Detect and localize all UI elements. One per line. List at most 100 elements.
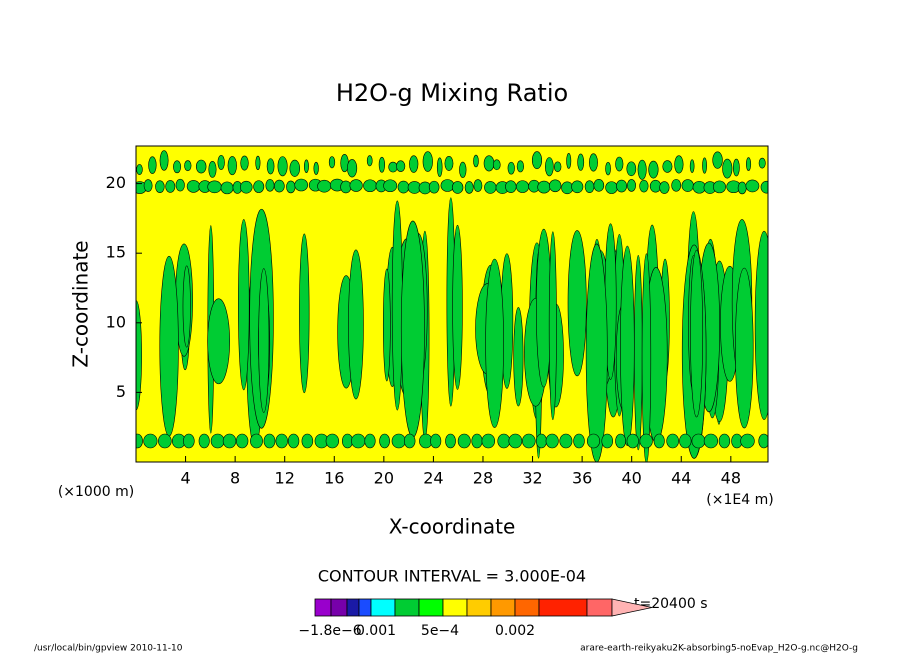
x-tick-label: 24 bbox=[423, 469, 443, 488]
field-blob bbox=[626, 161, 637, 177]
colorbar-box bbox=[538, 598, 588, 617]
field-blob bbox=[758, 157, 766, 169]
field-blob bbox=[303, 159, 309, 174]
field-blob bbox=[235, 433, 249, 449]
colorbar-box bbox=[514, 598, 540, 617]
field-blob bbox=[758, 433, 768, 449]
field-blob bbox=[522, 433, 536, 449]
field-blob bbox=[263, 433, 276, 449]
x-unit-right: (×1E4 m) bbox=[706, 492, 773, 508]
field-blob bbox=[240, 155, 249, 171]
field-blob bbox=[273, 179, 285, 193]
field-blob bbox=[255, 155, 261, 171]
field-blob bbox=[403, 433, 416, 449]
x-axis-label: X-coordinate bbox=[389, 515, 516, 539]
field-blob bbox=[238, 219, 250, 391]
field-blob bbox=[207, 298, 230, 385]
field-blob bbox=[662, 160, 673, 173]
field-blob bbox=[712, 180, 726, 194]
field-blob bbox=[464, 181, 474, 194]
field-blob bbox=[430, 433, 442, 449]
field-blob bbox=[473, 154, 479, 168]
field-blob bbox=[366, 155, 373, 167]
field-blob bbox=[737, 181, 747, 195]
field-blob bbox=[690, 249, 704, 418]
field-blob bbox=[577, 153, 585, 171]
field-blob bbox=[210, 433, 225, 449]
field-blob bbox=[391, 433, 406, 449]
colorbar-box bbox=[370, 598, 396, 617]
field-blob bbox=[740, 433, 755, 449]
field-blob bbox=[294, 178, 309, 192]
field-blob bbox=[379, 433, 390, 449]
field-blob bbox=[444, 156, 454, 171]
field-blob bbox=[440, 179, 455, 192]
field-blob bbox=[340, 180, 352, 194]
field-blob bbox=[492, 159, 501, 171]
field-blob bbox=[559, 433, 573, 449]
field-blob bbox=[615, 433, 627, 449]
field-blob bbox=[220, 181, 234, 195]
field-blob bbox=[573, 433, 585, 449]
field-blob bbox=[275, 433, 288, 449]
field-blob bbox=[754, 230, 768, 420]
field-blob bbox=[183, 433, 195, 449]
colorbar-label: 5e−4 bbox=[421, 623, 459, 639]
field-blob bbox=[712, 151, 723, 169]
field-blob bbox=[516, 160, 525, 173]
field-blob bbox=[593, 179, 605, 192]
field-blob bbox=[722, 158, 733, 179]
field-blob bbox=[289, 159, 301, 177]
field-blob bbox=[227, 156, 237, 176]
colorbar-box bbox=[418, 598, 444, 617]
field-blob bbox=[347, 159, 358, 178]
field-blob bbox=[258, 268, 270, 413]
field-blob bbox=[207, 180, 222, 194]
field-blob bbox=[648, 160, 659, 179]
field-blob bbox=[639, 433, 653, 449]
chart-title: H2O-g Mixing Ratio bbox=[336, 79, 568, 107]
colorbar-label: 0.001 bbox=[356, 623, 396, 639]
field-blob bbox=[158, 433, 172, 449]
field-blob bbox=[781, 156, 788, 172]
contour-field bbox=[136, 146, 788, 462]
field-blob bbox=[457, 433, 471, 449]
field-blob bbox=[250, 433, 263, 449]
field-blob bbox=[382, 268, 391, 382]
x-tick-label: 44 bbox=[671, 469, 691, 488]
field-blob bbox=[186, 180, 201, 193]
field-blob bbox=[637, 159, 647, 180]
field-blob bbox=[317, 179, 332, 193]
field-blob bbox=[143, 179, 153, 192]
field-blob bbox=[364, 433, 376, 449]
y-tick-label: 20 bbox=[106, 173, 126, 192]
field-blob bbox=[549, 179, 562, 193]
field-blob bbox=[351, 433, 366, 449]
colorbar-arrow bbox=[611, 598, 653, 617]
field-blob bbox=[445, 433, 456, 449]
field-blob bbox=[240, 180, 253, 194]
field-blob bbox=[208, 160, 217, 178]
colorbar-box bbox=[586, 598, 613, 617]
field-blob bbox=[745, 157, 752, 171]
field-blob bbox=[481, 433, 496, 449]
field-blob bbox=[396, 160, 406, 172]
field-blob bbox=[703, 433, 719, 449]
x-tick-label: 48 bbox=[721, 469, 741, 488]
field-blob bbox=[397, 180, 410, 194]
y-tick-label: 5 bbox=[116, 382, 126, 401]
colorbar-box bbox=[358, 598, 372, 617]
field-blob bbox=[689, 159, 695, 173]
field-blob bbox=[515, 180, 530, 193]
colorbar-box bbox=[346, 598, 360, 617]
field-blob bbox=[136, 164, 143, 175]
field-blob bbox=[348, 249, 364, 400]
field-blob bbox=[585, 243, 608, 462]
field-blob bbox=[195, 159, 207, 174]
field-blob bbox=[639, 179, 649, 193]
field-blob bbox=[148, 156, 157, 174]
field-blob bbox=[616, 179, 628, 193]
field-blob bbox=[484, 181, 497, 194]
